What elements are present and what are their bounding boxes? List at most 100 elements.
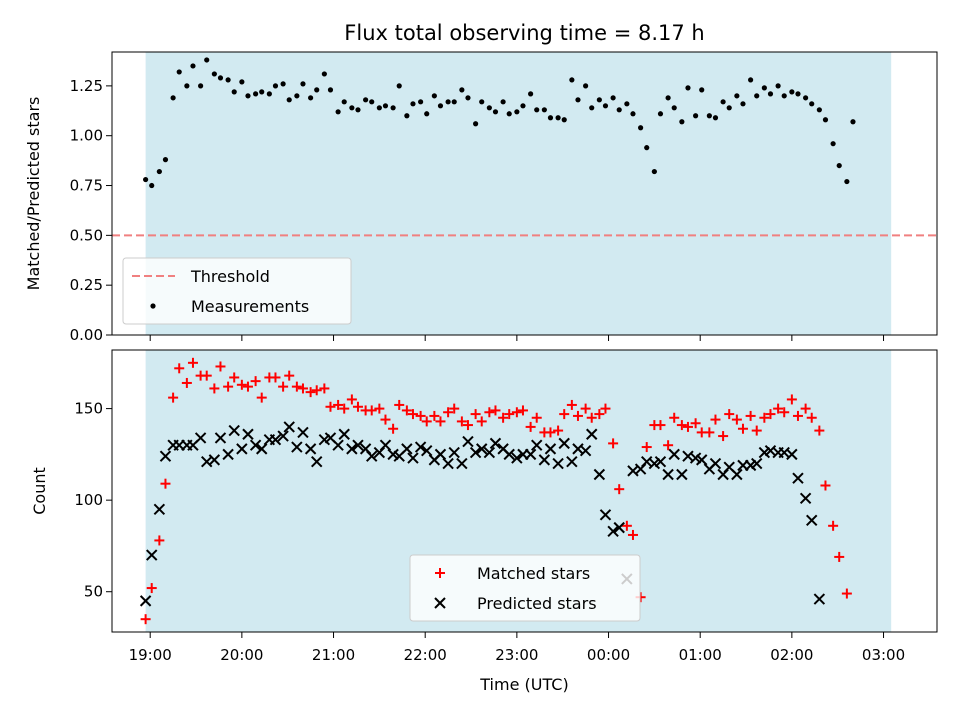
matched-star-point bbox=[663, 440, 674, 451]
predicted-star-point bbox=[421, 445, 433, 457]
measurement-point bbox=[459, 87, 465, 93]
measurement-point bbox=[616, 107, 622, 113]
predicted-star-point bbox=[228, 424, 240, 437]
matched-star-point bbox=[242, 381, 253, 392]
chart-title: Flux total observing time = 8.17 h bbox=[344, 21, 704, 45]
matched-star-point bbox=[498, 412, 509, 423]
predicted-star-point bbox=[346, 443, 358, 455]
measurement-point bbox=[404, 113, 410, 119]
measurement-point bbox=[754, 93, 760, 99]
x-tick-label: 22:00 bbox=[404, 646, 447, 664]
measurement-point bbox=[809, 101, 815, 107]
measurement-point bbox=[341, 99, 347, 105]
x-tick-label: 21:00 bbox=[312, 646, 355, 664]
measurement-point bbox=[424, 111, 430, 117]
measurement-point bbox=[204, 57, 210, 63]
matched-star-point bbox=[388, 423, 399, 434]
measurement-point bbox=[803, 95, 809, 101]
matched-star-point bbox=[154, 535, 165, 546]
predicted-star-point bbox=[709, 457, 722, 470]
matched-star-point bbox=[580, 403, 591, 414]
matched-star-point bbox=[407, 409, 418, 420]
measurement-point bbox=[294, 93, 300, 99]
measurement-point bbox=[335, 109, 341, 115]
measurement-point bbox=[583, 83, 589, 89]
x-tick-label: 01:00 bbox=[679, 646, 722, 664]
predicted-star-point bbox=[662, 468, 674, 481]
matched-star-point bbox=[291, 381, 302, 392]
predicted-star-point bbox=[483, 446, 496, 459]
measurement-point bbox=[651, 168, 657, 175]
matched-star-point bbox=[724, 409, 735, 420]
y-tick-label: 100 bbox=[74, 491, 103, 509]
matched-star-point bbox=[160, 478, 171, 489]
matched-star-point bbox=[504, 409, 515, 420]
measurement-point bbox=[712, 115, 719, 121]
measurement-point bbox=[693, 113, 699, 119]
measurement-point bbox=[706, 113, 712, 119]
measurement-points bbox=[143, 57, 856, 189]
x-tick-label: 03:00 bbox=[862, 646, 905, 664]
measurement-point bbox=[789, 89, 795, 95]
y-tick-label: 1.25 bbox=[70, 77, 103, 95]
predicted-star-point bbox=[799, 492, 812, 505]
matched-star-point bbox=[759, 412, 770, 423]
predicted-star-point bbox=[304, 443, 317, 455]
matched-star-point bbox=[704, 427, 715, 438]
matched-star-point bbox=[484, 407, 495, 418]
measurement-point bbox=[561, 117, 567, 123]
predicted-star-point bbox=[277, 430, 289, 442]
predicted-star-point bbox=[338, 428, 350, 440]
measurement-point bbox=[836, 162, 842, 169]
matched-star-point bbox=[594, 409, 605, 420]
matched-star-point bbox=[800, 403, 811, 414]
predicted-star-point bbox=[159, 450, 172, 462]
predicted-star-point bbox=[442, 457, 454, 470]
measurement-point bbox=[390, 105, 396, 111]
measurement-point bbox=[514, 109, 520, 115]
matched-star-point bbox=[209, 383, 220, 394]
matched-star-point bbox=[223, 381, 234, 392]
matched-star-point bbox=[401, 405, 412, 416]
measurement-point bbox=[761, 85, 767, 91]
predicted-star-point bbox=[366, 450, 378, 462]
matched-star-point bbox=[319, 383, 330, 394]
ratio-legend: Threshold Measurements bbox=[122, 257, 352, 325]
predicted-star-point bbox=[208, 454, 221, 466]
predicted-star-point bbox=[489, 437, 502, 450]
predicted-star-point bbox=[194, 432, 207, 444]
legend-predicted-label: Predicted stars bbox=[477, 594, 597, 613]
matched-star-point bbox=[278, 381, 289, 392]
predicted-star-point bbox=[786, 448, 798, 461]
predicted-star-point bbox=[579, 445, 592, 457]
matched-star-point bbox=[834, 551, 845, 562]
measurement-point bbox=[541, 107, 547, 113]
measurement-point bbox=[231, 89, 237, 95]
measurement-point bbox=[596, 97, 602, 103]
matched-star-point bbox=[181, 377, 192, 388]
measurement-point bbox=[363, 97, 369, 103]
predicted-star-point bbox=[751, 457, 763, 470]
measurement-point bbox=[431, 93, 437, 99]
y-tick-label: 50 bbox=[84, 583, 103, 601]
measurement-point bbox=[176, 69, 182, 75]
measurement-point bbox=[184, 83, 190, 89]
matched-star-point bbox=[806, 412, 817, 423]
matched-star-point bbox=[333, 399, 344, 410]
measurement-point bbox=[528, 91, 534, 97]
matched-star-point bbox=[614, 484, 625, 495]
measurement-point bbox=[355, 107, 361, 113]
matched-star-point bbox=[690, 418, 701, 429]
predicted-star-point bbox=[153, 503, 166, 516]
matched-star-point bbox=[174, 363, 185, 374]
measurement-point bbox=[781, 93, 787, 99]
matched-star-point bbox=[168, 392, 179, 403]
matched-star-point bbox=[731, 414, 742, 425]
count-legend: Matched stars Predicted stars bbox=[409, 554, 641, 622]
matched-star-point bbox=[374, 403, 385, 414]
matched-star-point bbox=[779, 407, 790, 418]
legend-matched-swatch bbox=[435, 568, 445, 578]
measurement-point bbox=[775, 83, 781, 89]
predicted-star-point bbox=[291, 441, 303, 453]
